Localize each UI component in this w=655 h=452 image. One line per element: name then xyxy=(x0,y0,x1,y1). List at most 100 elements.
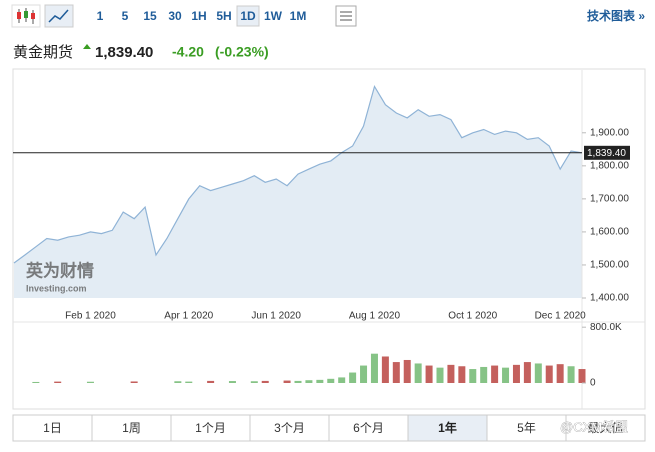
x-tick-label: Jun 1 2020 xyxy=(251,311,301,322)
price: 1,839.40 xyxy=(95,44,153,61)
interval-button[interactable]: 5H xyxy=(216,9,231,23)
volume-bar xyxy=(545,365,553,383)
interval-button[interactable]: 1 xyxy=(97,9,104,23)
interval-button[interactable]: 1W xyxy=(264,9,283,23)
volume-bar xyxy=(392,362,400,383)
last-price-label: 1,839.40 xyxy=(587,148,626,159)
volume-bar xyxy=(403,359,411,383)
y-tick-label: 800.0K xyxy=(590,322,622,333)
volume-bar xyxy=(458,366,466,383)
instrument-name: 黄金期货 xyxy=(13,44,73,61)
range-tab-label[interactable]: 5年 xyxy=(517,421,536,435)
volume-bar xyxy=(469,369,477,383)
change: -4.20 xyxy=(172,44,204,60)
volume-bar xyxy=(207,380,215,383)
candle xyxy=(24,11,28,18)
interval-button[interactable]: 5 xyxy=(122,9,129,23)
volume-bar xyxy=(425,365,433,383)
volume-bar xyxy=(228,381,236,383)
range-tab[interactable] xyxy=(486,414,567,442)
volume-bar xyxy=(130,381,138,383)
studies-icon[interactable] xyxy=(335,5,357,27)
chart-frame xyxy=(12,68,646,410)
tech-chart-link[interactable]: 技术图表 » xyxy=(587,8,645,23)
y-tick-label: 1,700.00 xyxy=(590,194,629,205)
volume-bar xyxy=(261,380,269,383)
y-tick-label: 1,800.00 xyxy=(590,160,629,171)
range-tab-label[interactable]: 6个月 xyxy=(353,421,384,435)
volume-bar xyxy=(283,380,291,383)
volume-bar xyxy=(436,367,444,383)
volume-bar xyxy=(556,364,564,383)
change-pct: (-0.23%) xyxy=(215,44,269,60)
y-tick-label: 1,600.00 xyxy=(590,227,629,238)
range-tab[interactable] xyxy=(12,414,93,442)
interval-button[interactable]: 30 xyxy=(168,9,182,23)
x-tick-label: Aug 1 2020 xyxy=(349,311,401,322)
volume-bar xyxy=(447,364,455,383)
chart-icon[interactable] xyxy=(11,4,41,28)
volume-bar xyxy=(327,378,335,383)
y-tick-label: 1,400.00 xyxy=(590,293,629,304)
y-tick-label: 1,500.00 xyxy=(590,260,629,271)
last-price-box xyxy=(584,145,630,160)
watermark-site: Investing.com xyxy=(26,283,87,293)
range-tab-label[interactable]: 3个月 xyxy=(274,421,305,435)
volume-bar xyxy=(185,381,193,383)
volume-bar xyxy=(523,362,531,383)
x-tick-label: Oct 1 2020 xyxy=(448,311,497,322)
volume-bar xyxy=(338,377,346,383)
volume-bar xyxy=(480,366,488,383)
overlay-watermark: @CXM希盟 xyxy=(560,419,628,434)
range-tab[interactable] xyxy=(170,414,251,442)
volume-bar xyxy=(370,353,378,383)
range-tab-label[interactable]: 1个月 xyxy=(195,421,226,435)
chart: 1,400.00 1,500.00 1,600.00 1,700.00 1,800.00… xyxy=(13,70,645,409)
interval-button[interactable]: 1M xyxy=(290,9,307,23)
range-tab-label[interactable]: 1日 xyxy=(43,421,62,435)
volume-bar xyxy=(534,363,542,383)
range-tab-label[interactable]: 最大值 xyxy=(587,420,623,435)
line-icon[interactable] xyxy=(44,4,74,28)
watermark-brand: 英为财情 xyxy=(26,260,94,280)
range-tabs: 1日 1周 1个月 3个月 6个月 1年 5年 最大值 xyxy=(12,414,646,442)
x-tick-label: Apr 1 2020 xyxy=(164,311,213,322)
range-tab-label[interactable]: 1周 xyxy=(122,421,141,435)
volume-bar xyxy=(567,366,575,383)
interval-bar: 1 5 15 30 1H 5H 1D 1W 1M xyxy=(97,5,307,27)
up-arrow xyxy=(83,44,91,49)
interval-selected[interactable] xyxy=(236,5,260,27)
volume-bar xyxy=(491,365,499,383)
price-area xyxy=(14,86,582,298)
interval-button[interactable]: 1H xyxy=(191,9,206,23)
volume-bar xyxy=(32,381,40,383)
volume-bar xyxy=(294,380,302,383)
volume-bar xyxy=(414,363,422,383)
volume-bar xyxy=(86,381,94,383)
icon-line xyxy=(48,9,69,23)
volume-bar xyxy=(360,365,368,383)
volume-bar xyxy=(381,356,389,383)
volume-bar xyxy=(512,364,520,383)
icon-frame[interactable] xyxy=(44,4,74,28)
x-tick-label: Dec 1 2020 xyxy=(535,311,587,322)
interval-button[interactable]: 1D xyxy=(240,9,256,23)
volume-bar xyxy=(174,381,182,383)
x-tick-label: Feb 1 2020 xyxy=(65,311,116,322)
y-tick-label: 0 xyxy=(590,378,596,389)
y-tick-label: 1,900.00 xyxy=(590,127,629,138)
price-line xyxy=(13,84,583,264)
range-tab[interactable] xyxy=(328,414,409,442)
volume-bar xyxy=(502,367,510,383)
candle xyxy=(31,13,35,19)
range-tab-label[interactable]: 1年 xyxy=(438,420,457,435)
range-tab[interactable] xyxy=(565,414,646,442)
volume-bar xyxy=(316,379,324,383)
volume-bar xyxy=(305,380,313,383)
volume-bar xyxy=(250,381,258,383)
volume-bar xyxy=(578,369,586,383)
volume-bar xyxy=(349,372,357,383)
interval-button[interactable]: 15 xyxy=(143,9,157,23)
candle xyxy=(17,12,21,19)
